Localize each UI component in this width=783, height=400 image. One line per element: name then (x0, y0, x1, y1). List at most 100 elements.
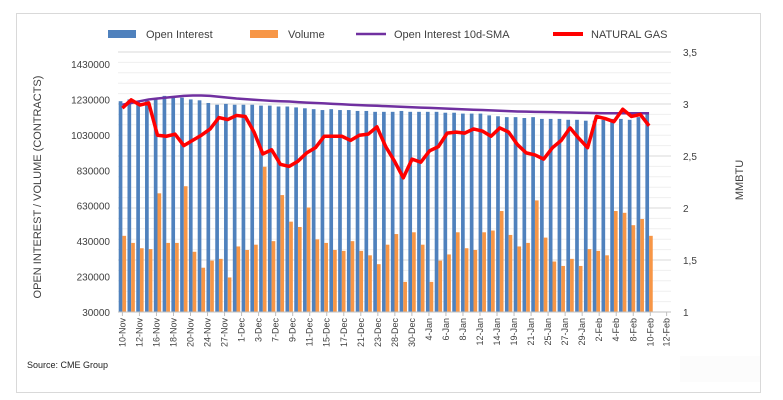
bar-open-interest (610, 118, 614, 313)
x-tick-label: 27-Jan (560, 318, 570, 346)
bar-open-interest (627, 119, 632, 312)
legend-open-interest-label: Open Interest (146, 29, 213, 41)
bar-volume (534, 200, 539, 312)
bar-volume (245, 250, 249, 312)
x-tick-label: 21-Dec (356, 318, 366, 348)
legend: Open Interest Volume Open Interest 10d-SMA… (108, 29, 667, 41)
y-tick-label: 1230000 (71, 95, 110, 106)
bar-volume (175, 242, 179, 312)
bar-open-interest (504, 117, 509, 313)
bar-volume (376, 264, 381, 312)
y-tick-label: 430000 (77, 237, 111, 248)
bar-volume (561, 265, 565, 312)
bar-open-interest (469, 113, 474, 312)
y2-axis-label: MMBTU (734, 160, 746, 200)
bar-volume (271, 241, 276, 312)
bar-volume (297, 226, 302, 312)
x-tick-label: 28-Dec (390, 318, 400, 348)
y2-tick-label: 2,5 (683, 152, 697, 163)
line-natural-gas (121, 98, 651, 180)
bar-volume (473, 250, 478, 312)
bar-volume (254, 244, 258, 312)
bar-open-interest (373, 111, 377, 312)
x-tick-label: 4-Jan (424, 318, 434, 341)
x-tick-label: 16-Nov (151, 318, 161, 348)
bar-volume (385, 244, 390, 312)
chart-canvas: 1430000123000010300008300006300004300002… (32, 29, 746, 348)
bar-open-interest (338, 110, 342, 312)
bar-volume (438, 260, 443, 312)
bar-open-interest (259, 105, 263, 312)
y-axis-label: OPEN INTEREST / VOLUME (CONTRACTS) (32, 76, 44, 299)
bar-open-interest (285, 106, 290, 312)
bar-volume (183, 186, 188, 312)
x-tick-label: 4-Feb (611, 318, 621, 342)
bar-open-interest (417, 111, 421, 312)
bar-open-interest (136, 101, 140, 312)
x-tick-label: 18-Nov (168, 318, 178, 348)
bar-volume (166, 242, 170, 312)
x-tick-label: 11-Dec (305, 318, 315, 347)
bar-volume (640, 219, 644, 312)
y2-tick-label: 1,5 (683, 256, 697, 267)
bar-open-interest (478, 113, 483, 312)
bar-volume (613, 211, 618, 312)
bar-open-interest (224, 103, 228, 312)
bar-open-interest (592, 120, 597, 312)
bar-open-interest (188, 99, 193, 312)
bar-volume (122, 235, 127, 312)
bar-open-interest (311, 109, 316, 313)
y2-tick-label: 2 (683, 204, 689, 215)
bar-volume (447, 254, 451, 312)
x-tick-label: 3-Dec (254, 318, 264, 343)
x-tick-label: 12-Feb (662, 318, 672, 347)
x-tick-label: 6-Jan (441, 318, 451, 341)
y-tick-label: 1030000 (71, 131, 110, 142)
bar-open-interest (601, 119, 606, 312)
lines (121, 94, 651, 180)
bar-open-interest (408, 111, 413, 312)
x-tick-label: 30-Dec (407, 318, 417, 348)
bar-open-interest (399, 110, 404, 312)
bar-open-interest (232, 104, 237, 312)
bar-open-interest (241, 104, 246, 312)
bar-volume (499, 211, 504, 312)
x-tick-label: 8-Feb (628, 318, 638, 342)
x-tick-label: 14-Jan (492, 318, 502, 346)
x-tick-label: 8-Jan (458, 318, 468, 341)
y2-tick-label: 3,5 (683, 48, 697, 59)
bar-volume (622, 212, 627, 312)
legend-volume: Volume (250, 29, 325, 41)
x-tick-label: 20-Nov (186, 318, 196, 348)
bar-volume (315, 239, 320, 312)
bar-open-interest (390, 111, 395, 312)
bar-volume (491, 230, 495, 312)
bar-volume (578, 265, 583, 312)
bar-volume (464, 248, 469, 312)
bar-volume (368, 255, 372, 312)
bar-open-interest (276, 106, 281, 312)
bar-open-interest (197, 100, 202, 312)
bar-volume (192, 251, 197, 312)
bar-volume (455, 232, 460, 312)
bar-open-interest (531, 117, 535, 313)
bar-open-interest (443, 112, 448, 312)
x-tick-label: 12-Jan (475, 318, 485, 346)
bar-volume (201, 267, 206, 312)
bar-volume (429, 281, 434, 312)
y2-tick-label: 3 (683, 100, 689, 111)
bar-volume (280, 195, 285, 312)
bar-open-interest (645, 113, 650, 312)
bar-volume (333, 250, 337, 312)
bar-volume (412, 232, 416, 312)
bar-open-interest (320, 110, 325, 312)
bar-volume (482, 232, 486, 312)
bar-open-interest (355, 110, 360, 312)
bar-volume (210, 260, 214, 312)
x-tick-label: 10-Nov (117, 318, 127, 348)
bar-volume (394, 234, 399, 312)
bars (118, 95, 653, 313)
bar-open-interest (127, 99, 132, 312)
bar-volume (350, 241, 355, 312)
x-tick-label: 2-Feb (594, 318, 604, 342)
